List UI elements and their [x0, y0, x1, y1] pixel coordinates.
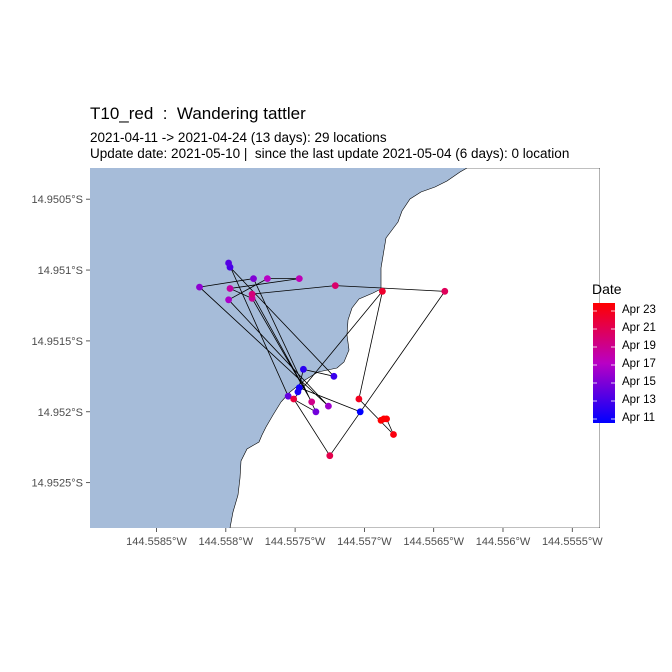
x-tick-label: 144.558°W	[199, 536, 254, 548]
x-tick-label: 144.5585°W	[126, 536, 187, 548]
location-point	[330, 372, 338, 380]
location-point	[226, 285, 234, 292]
location-point	[326, 452, 334, 460]
x-tick-label: 144.5575°W	[265, 536, 326, 548]
land-area	[229, 168, 600, 528]
location-point	[196, 283, 203, 291]
legend-label: Apr 15	[622, 376, 656, 388]
location-point	[356, 408, 364, 416]
legend-label: Apr 23	[622, 304, 656, 316]
x-tick-label: 144.556°W	[476, 536, 531, 548]
y-tick-label: 14.9515°S	[32, 336, 84, 348]
legend-label: Apr 21	[622, 322, 656, 334]
location-point	[295, 275, 303, 282]
location-point	[225, 259, 233, 267]
x-tick-label: 144.557°W	[337, 536, 392, 548]
y-tick-label: 14.952°S	[38, 407, 83, 419]
legend-label: Apr 19	[622, 340, 656, 352]
location-point	[312, 408, 320, 416]
location-point	[250, 275, 257, 282]
legend-title: Date	[592, 281, 622, 297]
location-point	[300, 365, 307, 373]
location-point	[225, 296, 233, 304]
location-point	[308, 398, 316, 406]
location-point	[390, 431, 397, 438]
location-point	[441, 287, 449, 295]
y-tick-label: 14.951°S	[38, 265, 83, 277]
location-point	[290, 395, 298, 403]
y-tick-label: 14.9525°S	[32, 478, 84, 490]
map-title: T10_red : Wandering tattler	[90, 104, 306, 123]
location-point	[248, 290, 256, 298]
location-point	[284, 392, 292, 400]
y-tick-label: 14.9505°S	[32, 194, 84, 206]
legend-label: Apr 11	[622, 412, 656, 424]
location-point	[264, 275, 271, 282]
x-tick-label: 144.5565°W	[403, 536, 464, 548]
location-point	[294, 388, 302, 396]
location-point	[325, 402, 332, 410]
legend-colorbar	[593, 303, 615, 423]
location-point	[379, 287, 386, 295]
legend-label: Apr 17	[622, 358, 656, 370]
location-point	[355, 395, 363, 403]
location-point	[331, 282, 339, 289]
x-tick-label: 144.5555°W	[542, 536, 603, 548]
map-subtitle-range: 2021-04-11 -> 2021-04-24 (13 days): 29 l…	[90, 130, 387, 145]
legend-label: Apr 13	[622, 394, 656, 406]
location-point	[377, 416, 385, 424]
map-subtitle-update: Update date: 2021-05-10 | since the last…	[90, 146, 570, 161]
